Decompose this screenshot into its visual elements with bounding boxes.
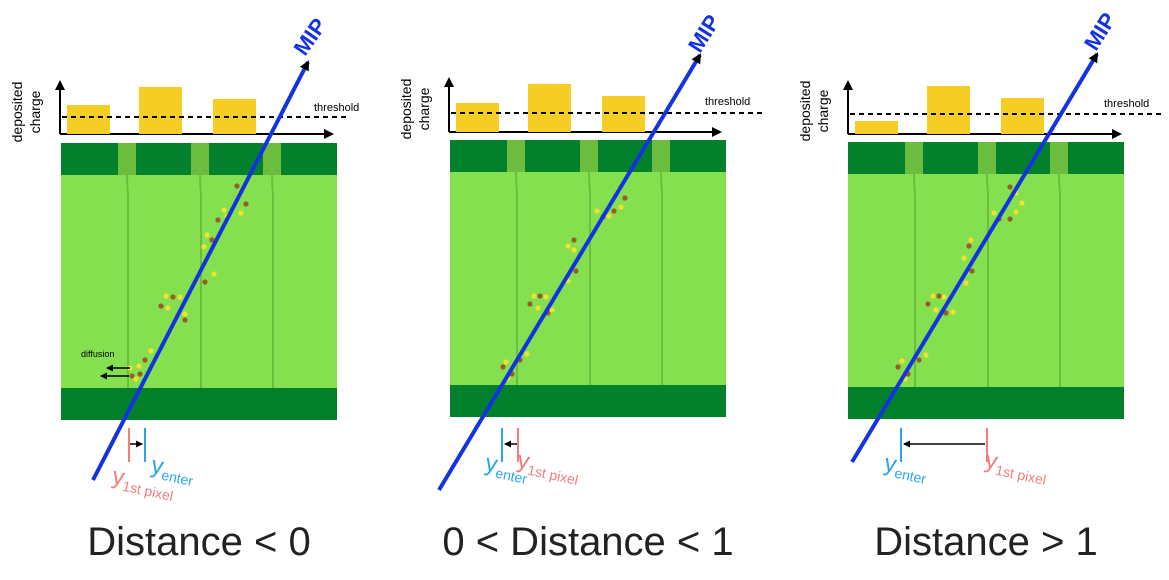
sensor-bottom-layer [61,388,337,420]
implant-2 [191,143,209,175]
y-axis-label-line2: charge [815,89,831,132]
threshold-label: threshold [705,96,750,108]
y-enter-label: yenter [881,449,930,487]
charge-bar-2 [139,87,182,134]
charge-bar-1 [855,121,898,134]
charge-bars [456,84,645,132]
sensor-bulk [848,174,1124,387]
y-first-pixel-label: y1st pixel [982,446,1050,488]
panel-1: threshold deposited charge [9,13,359,504]
diagram-canvas: threshold deposited charge [9,8,1162,504]
charge-cloud [895,184,1025,382]
implant-1 [905,142,923,174]
caption-distance-between: 0 < Distance < 1 [442,520,734,564]
mip-track [91,60,310,481]
caption-distance-greater: Distance > 1 [874,520,1098,564]
mip-label: MIP [1079,8,1121,54]
position-markers: yenter y1st pixel [881,428,1050,488]
sensor-bulk [450,172,726,385]
charge-bar-2 [528,84,571,132]
implant-3 [1050,142,1068,174]
mip-track [850,52,1099,464]
charge-bar-3 [1001,98,1044,134]
charge-cloud [127,183,249,382]
implant-2 [978,142,996,174]
y-axis-label-line1: deposited [398,79,414,140]
mip-label: MIP [683,10,725,56]
position-markers: yenter y1st pixel [482,428,580,488]
implant-1 [118,143,136,175]
threshold-label: threshold [1104,98,1149,110]
threshold-label: threshold [314,102,359,114]
implant-2 [580,140,598,172]
y-enter-label: yenter [148,451,197,489]
charge-bar-2 [927,86,970,134]
y-axis-label-line2: charge [416,87,432,130]
charge-bars [67,87,256,134]
sensor-bottom-layer [450,385,726,417]
caption-distance-negative: Distance < 0 [87,520,311,564]
y-enter-label: yenter [482,449,531,487]
implant-3 [652,140,670,172]
charge-bar-1 [67,105,110,134]
y-axis-label-line2: charge [27,90,43,133]
panel-2: threshold deposited charge [398,10,764,492]
sensor [848,142,1124,419]
implant-3 [263,143,281,175]
charge-bar-1 [456,103,499,132]
mip-track [437,53,702,492]
sensor-bulk [61,175,337,388]
implant-1 [507,140,525,172]
diffusion-label: diffusion [81,349,114,359]
sensor [61,143,337,420]
sensor [450,140,726,417]
panel-3: threshold deposited charge [797,8,1162,488]
y-axis-label-line1: deposited [797,81,813,142]
position-markers: yenter y1st pixel [110,428,197,504]
mip-label: MIP [289,13,332,59]
charge-bars [855,86,1044,134]
diffusion-annotation: diffusion [81,349,130,380]
y-axis-label-line1: deposited [9,82,25,143]
